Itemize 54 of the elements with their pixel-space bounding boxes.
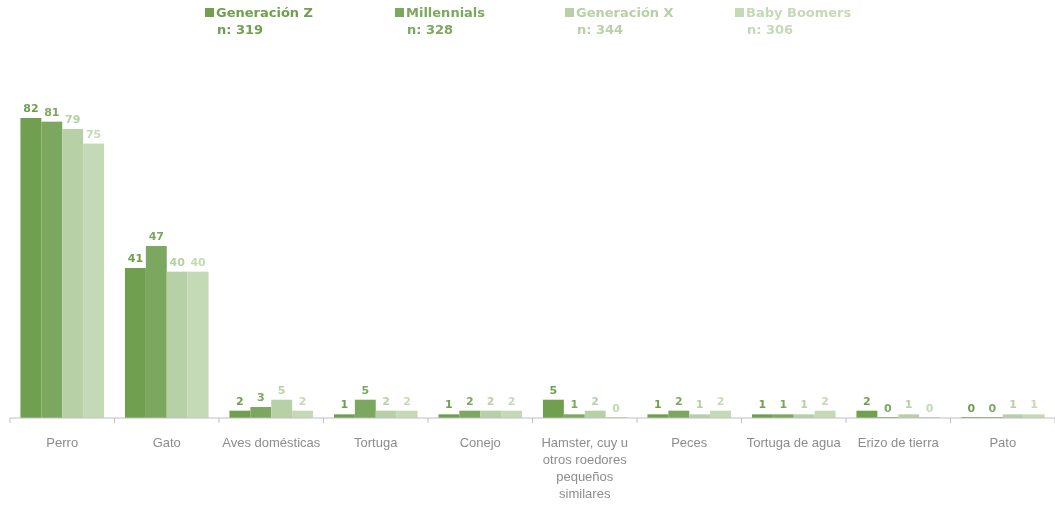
data-label: 81 bbox=[44, 105, 60, 119]
data-label: 2 bbox=[298, 394, 307, 408]
data-label: 2 bbox=[403, 394, 411, 408]
legend-label: Generación X n: 344 bbox=[576, 5, 674, 37]
data-label: 3 bbox=[256, 391, 265, 405]
x-tick-label: Aves domésticas bbox=[222, 435, 321, 450]
legend-label: Generación Z n: 319 bbox=[216, 5, 314, 37]
data-label: 1 bbox=[695, 398, 704, 412]
x-tick-label: Tortuga de agua bbox=[746, 435, 842, 450]
data-label: 82 bbox=[23, 102, 39, 115]
data-label: 1 bbox=[654, 398, 662, 412]
data-label: 0 bbox=[612, 402, 621, 415]
data-label: 2 bbox=[716, 394, 725, 408]
data-label: 5 bbox=[277, 383, 286, 397]
legend-label: Millennials n: 328 bbox=[406, 5, 486, 37]
data-label: 2 bbox=[821, 394, 829, 408]
x-tick-label: Hamster, cuy u otros roedores pequeños similares bbox=[541, 435, 629, 501]
x-tick-label: Peces bbox=[671, 435, 708, 450]
data-label: 1 bbox=[779, 398, 788, 412]
data-label: 2 bbox=[507, 394, 516, 408]
data-label: 1 bbox=[445, 398, 453, 412]
data-label: 40 bbox=[169, 255, 186, 269]
legend-label: Baby Boomers n: 306 bbox=[746, 5, 852, 37]
data-label: 0 bbox=[925, 402, 934, 415]
data-label: 2 bbox=[591, 394, 600, 408]
data-label: 5 bbox=[361, 383, 370, 397]
data-label: 2 bbox=[236, 394, 244, 408]
data-label: 41 bbox=[127, 252, 144, 265]
data-label: 0 bbox=[967, 402, 976, 415]
x-tick-label: Erizo de tierra bbox=[857, 435, 940, 450]
data-label: 1 bbox=[1009, 398, 1018, 412]
x-tick-label: Gato bbox=[152, 435, 181, 450]
x-tick-label: Conejo bbox=[459, 435, 501, 450]
data-label: 1 bbox=[904, 398, 913, 412]
data-label: 40 bbox=[190, 255, 207, 269]
data-label: 2 bbox=[674, 394, 683, 408]
x-tick-label: Tortuga bbox=[354, 435, 399, 450]
data-label: 2 bbox=[382, 394, 391, 408]
data-label: 2 bbox=[486, 394, 495, 408]
x-tick-label: Perro bbox=[46, 435, 79, 450]
data-label: 79 bbox=[65, 112, 81, 126]
data-label: 75 bbox=[85, 127, 102, 141]
x-tick-label: Pato bbox=[989, 435, 1017, 450]
data-label: 2 bbox=[465, 394, 474, 408]
data-label: 1 bbox=[758, 398, 767, 412]
data-label: 1 bbox=[1030, 398, 1038, 412]
data-label: 2 bbox=[863, 394, 871, 408]
data-label: 47 bbox=[148, 230, 164, 244]
data-label: 1 bbox=[800, 398, 809, 412]
data-label: 1 bbox=[570, 398, 579, 412]
data-label: 0 bbox=[883, 402, 892, 415]
data-label: 1 bbox=[340, 398, 349, 412]
data-label: 5 bbox=[549, 383, 558, 397]
data-label: 0 bbox=[988, 402, 997, 415]
